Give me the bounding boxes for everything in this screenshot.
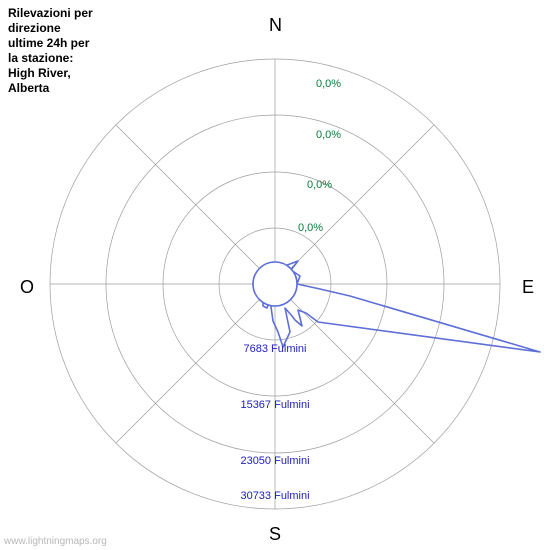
lower-ring-label-1: 15367 Fulmini [240, 399, 309, 411]
lower-ring-label-2: 23050 Fulmini [240, 455, 309, 467]
upper-ring-label-0: 0,0% [316, 78, 341, 90]
chart-title: Rilevazioni perdirezioneultime 24h perla… [8, 6, 128, 96]
title-line: Rilevazioni per [8, 6, 93, 20]
cardinal-w: O [20, 277, 34, 298]
title-line: la stazione: [8, 51, 73, 65]
lower-ring-label-3: 30733 Fulmini [240, 490, 309, 502]
cardinal-n: N [269, 15, 282, 36]
title-line: High River, [8, 66, 71, 80]
title-line: ultime 24h per [8, 36, 89, 50]
upper-ring-label-2: 0,0% [307, 179, 332, 191]
chart-container: Rilevazioni perdirezioneultime 24h perla… [0, 0, 550, 550]
upper-ring-label-1: 0,0% [316, 129, 341, 141]
title-line: direzione [8, 21, 61, 35]
credit-text: www.lightningmaps.org [4, 536, 107, 547]
lower-ring-label-0: 7683 Fulmini [244, 343, 307, 355]
cardinal-e: E [522, 277, 534, 298]
cardinal-s: S [269, 524, 281, 545]
title-line: Alberta [8, 81, 49, 95]
upper-ring-label-3: 0,0% [298, 222, 323, 234]
